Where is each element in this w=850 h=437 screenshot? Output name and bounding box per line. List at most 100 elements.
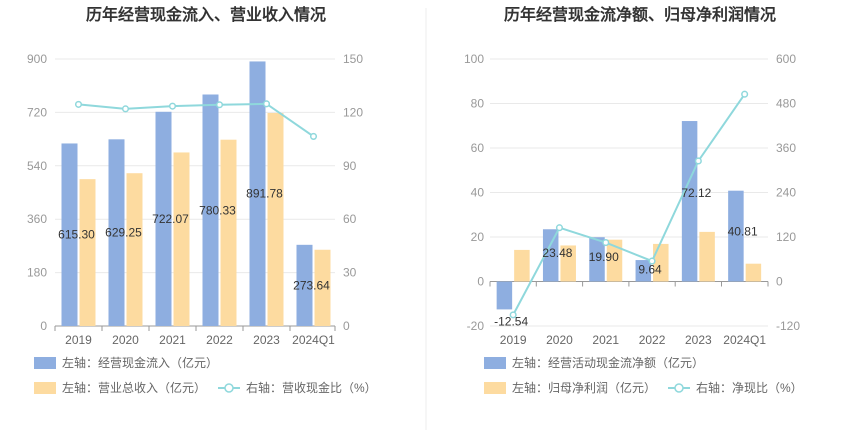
ratio-point [309,132,318,140]
bar-primary [681,121,698,282]
bar-primary [249,61,266,326]
x-axis-tick: 2022 [206,333,233,347]
bar-secondary [560,245,576,282]
left-axis-tick: 80 [471,97,485,111]
ratio-line [78,102,315,138]
bar-secondary [699,231,715,282]
right-axis-tick: 150 [343,52,363,66]
x-axis-tick: 2023 [253,333,280,347]
data-label: 891.78 [246,187,283,201]
bar-secondary [606,239,623,282]
ratio-point [168,102,177,110]
chart-panel-net-cashflow-profit: 历年经营现金流净额、归母净利润情况 -20 0 20 40 60 80 100 -120 0 12… [464,5,803,395]
ratio-point [648,257,656,265]
bar-primary [296,244,313,326]
right-axis-tick: -120 [776,319,800,333]
left-axis-tick: 540 [27,159,47,173]
right-axis-tick: 120 [776,230,796,244]
bar-primary [542,229,559,282]
bar-primary [635,260,652,282]
left-axis-tick: 360 [27,212,47,226]
ratio-point [262,100,271,108]
left-axis-tick: 900 [27,52,47,66]
right-axis-tick: 120 [343,105,363,119]
right-axis-tick: 600 [776,52,796,66]
bar-primary [108,139,125,326]
data-label: 72.12 [681,186,711,200]
x-axis-tick: 2019 [65,333,92,347]
ratio-point [121,105,130,113]
data-label: 9.64 [638,263,662,277]
bar-primary [728,190,744,282]
data-label: 722.07 [152,212,189,226]
ratio-point [509,311,517,319]
left-axis-tick: 0 [40,319,47,333]
chart-panel-cash-inflow-revenue: 历年经营现金流入、营业收入情况 0 180 360 540 720 900 0 30 60 90 1… [27,5,377,395]
legend-bar-swatch [484,357,506,369]
bar-secondary [126,173,143,326]
x-axis-tick: 2020 [546,333,573,347]
right-axis-tick: 0 [776,275,783,289]
bar-primary [589,237,605,282]
ratio-point [602,239,610,247]
x-axis-tick: 2021 [159,333,186,347]
right-axis-tick: 30 [343,266,357,280]
legend-line-marker [674,383,684,393]
bar-primary [496,281,513,310]
ratio-point [215,101,224,109]
ratio-point [555,224,564,232]
chart-title: 历年经营现金流净额、归母净利润情况 [504,5,776,24]
data-label: 780.33 [199,203,236,217]
bar-secondary [745,263,762,282]
bar-primary [202,94,219,326]
left-axis-tick: 720 [27,105,47,119]
bar-secondary [173,152,190,326]
data-label: -12.54 [494,314,528,328]
legend-label: 左轴：归母净利润（亿元） [512,380,656,395]
left-axis-tick: 40 [471,186,485,200]
left-axis-tick: 180 [27,266,47,280]
bar-secondary [267,112,284,326]
legend-bar-swatch [34,357,56,369]
legend-label: 左轴：营业总收入（亿元） [62,380,206,395]
bar-secondary [653,243,669,282]
legend-bar-swatch [484,382,506,394]
x-axis-tick: 2020 [112,333,139,347]
x-axis-tick: 2024Q1 [723,333,766,347]
legend-bar-swatch [34,382,56,394]
data-label: 23.48 [542,246,572,260]
bar-secondary [314,249,331,326]
x-axis-tick: 2021 [592,333,619,347]
data-label: 273.64 [293,278,330,292]
data-label: 19.90 [589,250,619,264]
chart-title: 历年经营现金流入、营业收入情况 [86,5,326,24]
bar-secondary [79,179,96,326]
data-label: 629.25 [105,226,142,240]
legend-label: 右轴：营收现金比（%） [246,380,377,395]
left-axis-tick: -20 [467,319,485,333]
ratio-point [74,100,83,108]
right-axis-tick: 0 [343,319,350,333]
ratio-point [694,157,702,165]
bar-primary [61,143,78,326]
data-label: 40.81 [728,225,758,239]
left-axis-tick: 20 [471,230,485,244]
right-axis-tick: 360 [776,141,796,155]
bar-primary [155,111,172,327]
left-axis-tick: 0 [477,275,484,289]
x-axis-tick: 2022 [639,333,666,347]
ratio-point [741,90,749,98]
right-axis-tick: 480 [776,97,796,111]
left-axis-tick: 60 [471,141,485,155]
legend-line-marker [224,383,234,393]
legend-label: 右轴：净现比（%） [696,380,803,395]
x-axis-tick: 2024Q1 [292,333,335,347]
bar-secondary [514,249,530,282]
data-label: 615.30 [58,228,95,242]
x-axis-tick: 2023 [685,333,712,347]
x-axis-tick: 2019 [500,333,527,347]
bar-secondary [220,139,237,326]
right-axis-tick: 90 [343,159,357,173]
